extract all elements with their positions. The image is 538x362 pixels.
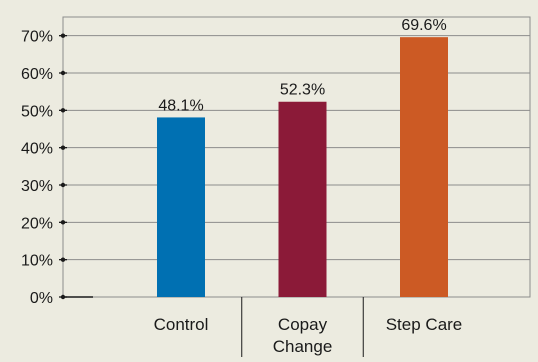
y-tick-label: 40% [21,141,53,158]
y-tick-dot [60,145,66,150]
category-label: Control [154,315,209,334]
bars [157,37,448,297]
category-label-line: Step Care [386,315,463,334]
category-label-line: Change [273,337,333,356]
category-label-line: Copay [278,315,328,334]
data-labels: 48.1% 52.3% 69.6% [158,17,446,114]
bar-value-label: 52.3% [280,82,325,99]
bar [400,37,448,297]
y-tick-dot [60,257,66,262]
y-tick-dot [60,108,66,113]
y-tick-label: 50% [21,103,53,120]
y-axis: 0% 10% 20% 30% 40% 50% 60% 70% [21,29,67,307]
y-tick-label: 70% [21,29,53,46]
y-tick-dot [60,33,66,38]
bar [157,117,205,297]
y-tick-label: 20% [21,215,53,232]
y-tick-label: 60% [21,66,53,83]
bar-value-label: 48.1% [158,97,203,114]
category-label: Copay Change [273,315,333,356]
y-tick-label: 10% [21,253,53,270]
y-tick-dot [60,220,66,225]
category-label: Step Care [386,315,463,334]
y-tick-label: 30% [21,178,53,195]
bar-value-label: 69.6% [401,17,446,34]
bar [278,101,327,297]
y-tick-dot [60,70,66,76]
category-label-line: Control [154,315,209,334]
x-axis: Control Copay Change Step Care [63,296,463,357]
y-tick-label: 0% [30,290,53,307]
y-tick-dot [60,182,66,188]
